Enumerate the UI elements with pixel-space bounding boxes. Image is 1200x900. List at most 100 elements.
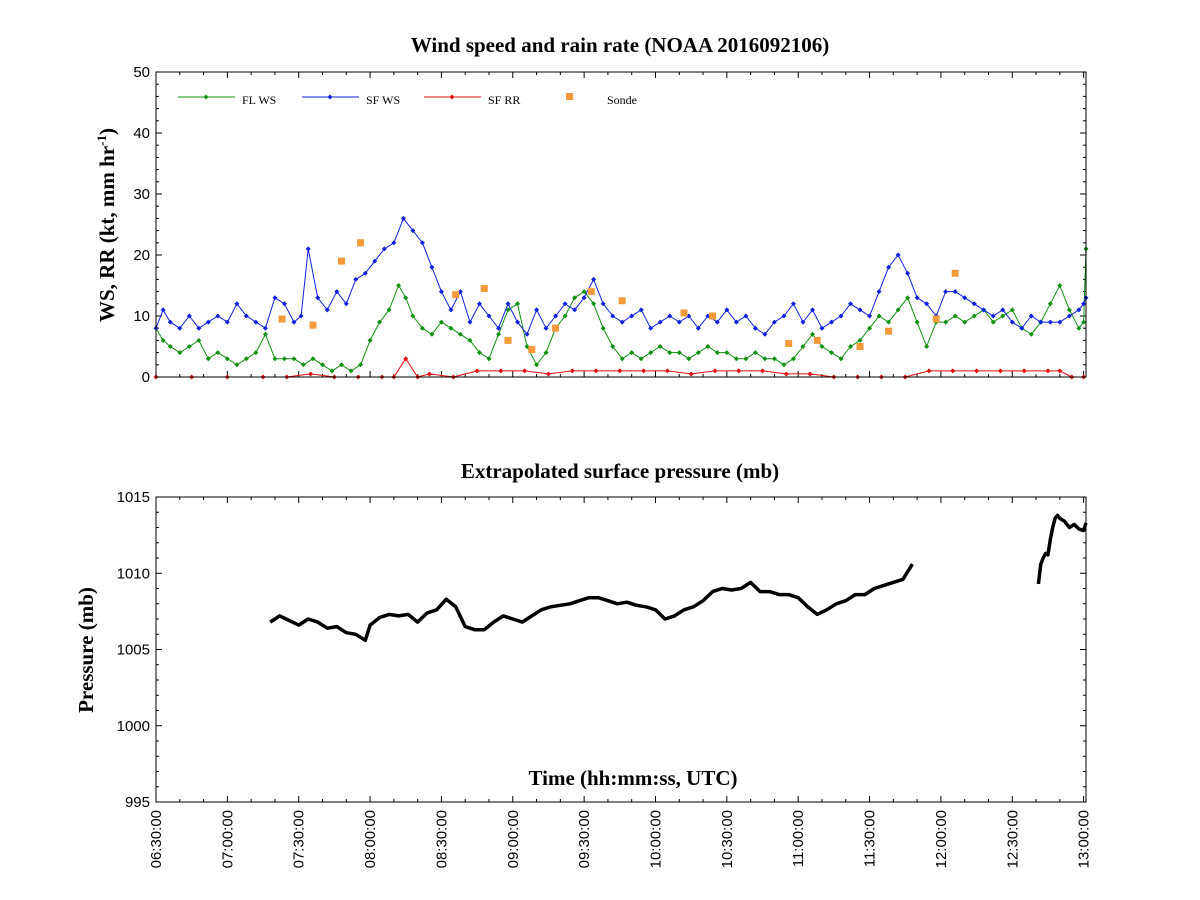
x-tick-label: 08:00:00 <box>362 810 379 868</box>
bottom-plot-frame <box>155 496 1087 803</box>
sonde-point <box>338 257 346 265</box>
fl-ws-point <box>272 356 278 362</box>
fl-ws-point <box>396 283 402 288</box>
sf-ws-point <box>381 246 387 252</box>
fl-ws-point <box>867 325 873 331</box>
sf-rr-point <box>569 368 575 374</box>
fl-ws-point <box>762 356 768 362</box>
sf-ws-point <box>962 295 968 301</box>
sf-ws-point <box>298 313 304 319</box>
sf-ws-point <box>391 240 397 246</box>
sf-ws-point <box>400 215 406 221</box>
sf-ws-point <box>838 313 844 319</box>
fl-ws-point <box>403 295 409 301</box>
sf-rr-point <box>926 368 932 374</box>
pressure-line <box>269 563 914 643</box>
sf-ws-point <box>234 301 240 307</box>
fl-ws-point <box>196 337 202 343</box>
x-tick-label: 13:00:00 <box>1076 810 1093 868</box>
sf-ws-point <box>695 325 701 331</box>
fl-ws-point <box>600 325 606 331</box>
sf-ws-point <box>790 301 796 307</box>
sonde-point <box>680 309 688 317</box>
fl-ws-point <box>914 319 920 325</box>
sf-rr-point <box>736 368 742 374</box>
sf-ws-point <box>667 313 673 319</box>
x-tick-label: 06:30:00 <box>148 810 165 868</box>
sf-ws-point <box>762 331 768 337</box>
x-tick-label: 10:00:00 <box>647 810 664 868</box>
sf-ws-point <box>581 295 587 301</box>
sf-rr-point <box>974 368 980 374</box>
fl-ws-point <box>962 319 968 325</box>
fl-ws-point <box>348 368 354 374</box>
fl-ws-point <box>838 356 844 362</box>
sonde-point <box>951 269 959 277</box>
sonde-point <box>528 346 536 354</box>
sonde-point <box>709 312 717 320</box>
sf-ws-point <box>924 301 930 307</box>
sf-ws-point <box>867 313 873 319</box>
sf-rr-point <box>664 368 670 374</box>
sf-ws-point <box>553 313 559 319</box>
sf-ws-point <box>562 301 568 307</box>
sf-ws-point <box>315 295 321 301</box>
sf-ws-point <box>186 313 192 319</box>
fl-ws-point <box>177 350 183 356</box>
sf-ws-point <box>343 301 349 307</box>
sonde-point <box>587 288 595 296</box>
bottom-y-tick-label: 1000 <box>117 718 150 735</box>
fl-ws-point <box>224 356 230 362</box>
x-tick-label: 10:30:00 <box>719 810 736 868</box>
sonde-legend-label: Sonde <box>607 93 637 107</box>
sf-ws-point <box>905 270 911 276</box>
fl-ws-point <box>771 356 777 362</box>
sf-ws-point <box>733 319 739 325</box>
sf-ws-point <box>476 301 482 307</box>
fl-ws-point <box>281 356 287 362</box>
fl-ws-point <box>1076 325 1082 331</box>
sonde-point <box>452 291 460 299</box>
sf-ws-point <box>196 325 202 331</box>
fl-ws-point <box>943 319 949 325</box>
sf-ws-point <box>467 319 473 325</box>
sf-ws-point <box>952 289 958 295</box>
top-y-tick-label: 30 <box>133 186 150 203</box>
sf-ws-point <box>272 295 278 301</box>
sf-ws-point <box>828 319 834 325</box>
sf-ws-point <box>638 307 644 313</box>
top-y-tick-label: 10 <box>133 308 150 325</box>
sf-ws-point <box>429 264 435 270</box>
sf-ws-point <box>1066 313 1072 319</box>
fl-ws-point <box>857 337 863 343</box>
fl-ws-point <box>676 350 682 356</box>
sonde-point <box>813 336 821 344</box>
fl-ws-line <box>155 248 1087 372</box>
fl-ws-point <box>291 356 297 362</box>
sf-ws-point <box>496 325 502 331</box>
fl-ws-point <box>1009 307 1015 313</box>
sf-ws-point <box>629 313 635 319</box>
sf-ws-point <box>205 319 211 325</box>
fl-ws-point <box>619 356 625 362</box>
sf-ws-point <box>372 258 378 264</box>
sf-ws-point <box>448 307 454 313</box>
sf-ws-point <box>771 319 777 325</box>
sf-ws-point <box>809 307 815 313</box>
sonde-point <box>552 324 560 332</box>
top-y-tick-label: 0 <box>142 369 150 386</box>
sonde-point <box>278 315 286 323</box>
sf-ws-point <box>177 325 183 331</box>
fl-ws-point <box>358 362 364 368</box>
bottom-y-tick-label: 995 <box>125 794 150 811</box>
fl-ws-point <box>809 331 815 337</box>
sf-ws-point <box>515 319 521 325</box>
fl-ws-point <box>819 344 825 349</box>
fl-ws-point <box>457 331 463 337</box>
pressure-panel: Extrapolated surface pressure (mb) Press… <box>74 459 1093 868</box>
sf-ws-point <box>524 331 530 337</box>
fl-ws-point <box>543 350 549 356</box>
fl-ws-point <box>695 350 701 356</box>
fl-ws-point <box>952 313 958 319</box>
sf-rr-point <box>545 371 551 377</box>
